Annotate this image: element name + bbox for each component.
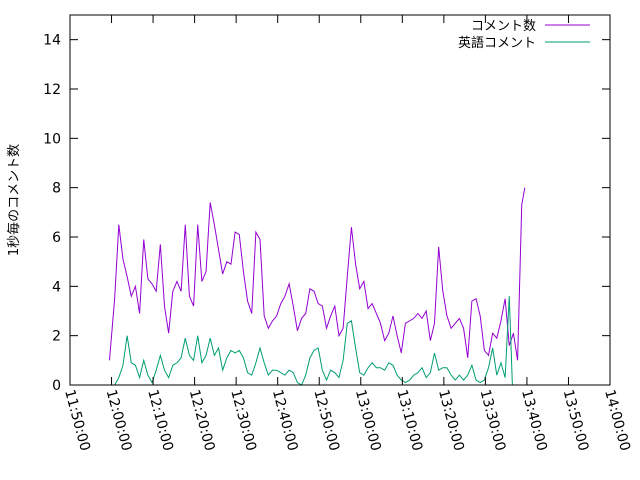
series-line-1 (108, 187, 526, 361)
legend-label-1: コメント数 (471, 19, 536, 34)
legend-label-2: 英語コメント (458, 35, 536, 51)
y-tick-label: 0 (52, 378, 61, 394)
series-layer (108, 187, 526, 386)
y-tick-label: 8 (52, 181, 61, 197)
y-tick-label: 2 (52, 329, 61, 345)
y-tick-label: 4 (52, 279, 61, 295)
plot-frame (69, 14, 611, 386)
y-tick-label: 14 (43, 33, 61, 49)
series-line-2 (109, 296, 513, 386)
y-tick-label: 12 (43, 82, 61, 98)
y-axis-label: 1秒毎のコメント数 (6, 144, 22, 256)
y-tick-label: 6 (52, 230, 61, 246)
y-tick-label: 10 (43, 131, 61, 147)
